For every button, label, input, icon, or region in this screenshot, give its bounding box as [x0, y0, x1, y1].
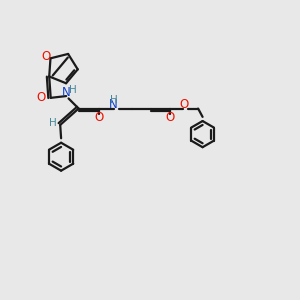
Text: N: N	[109, 98, 118, 111]
Text: O: O	[165, 111, 174, 124]
Text: O: O	[94, 111, 104, 124]
Text: O: O	[179, 98, 189, 111]
Text: H: H	[50, 118, 57, 128]
Text: O: O	[42, 50, 51, 63]
Text: H: H	[69, 85, 76, 94]
Text: O: O	[37, 92, 46, 104]
Text: N: N	[62, 86, 70, 99]
Text: H: H	[110, 94, 118, 105]
